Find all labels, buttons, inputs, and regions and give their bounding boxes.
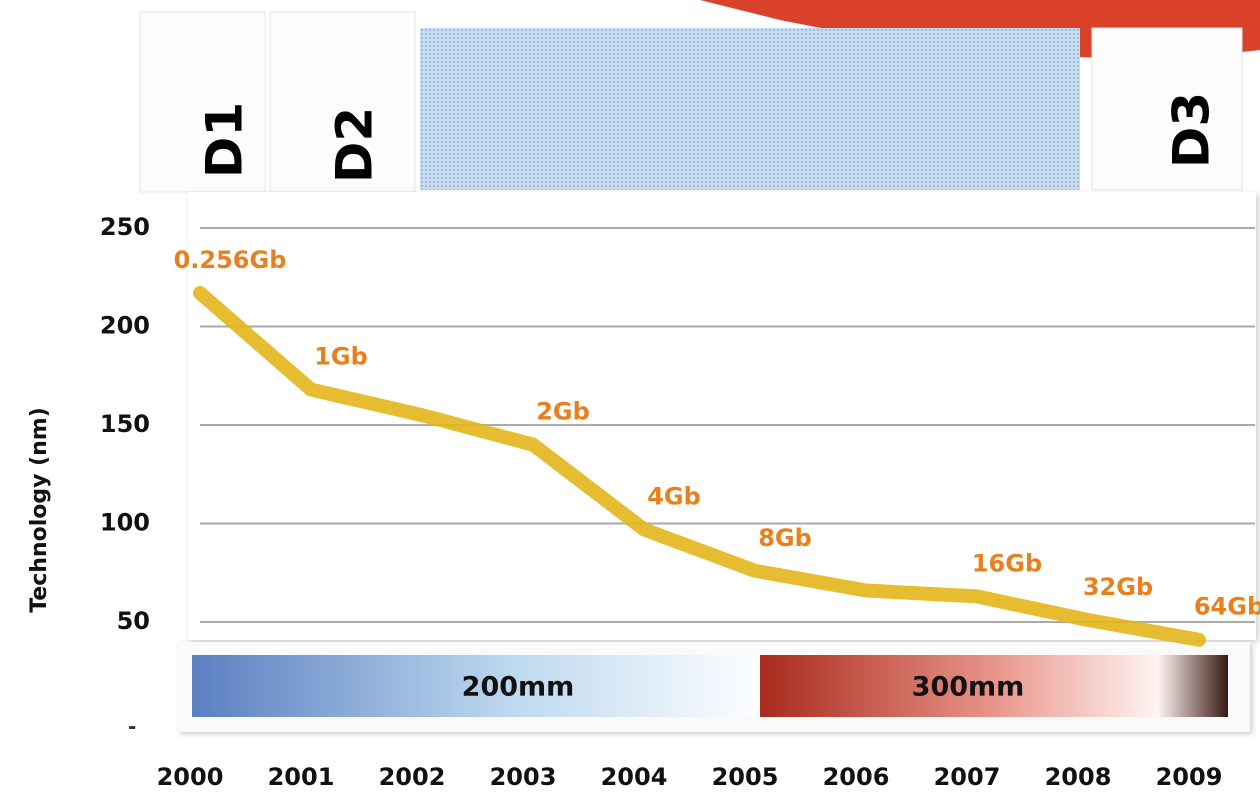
x-tick-label: 2008 (1045, 763, 1112, 791)
y-tick-label: 250 (100, 213, 150, 241)
annotation: 4Gb (647, 482, 701, 510)
phase-label: D1 (196, 102, 254, 178)
annotation: 32Gb (1083, 573, 1153, 601)
wafer-label: 200mm (462, 672, 575, 703)
annotation: 0.256Gb (174, 246, 287, 274)
annotation: 8Gb (758, 524, 812, 552)
x-tick-label: 2001 (268, 763, 335, 791)
y-tick-label: 200 (100, 312, 150, 340)
x-tick-label: 2009 (1156, 763, 1223, 791)
x-tick-label: 2007 (934, 763, 1001, 791)
wafer-label: 300mm (912, 672, 1025, 703)
y-tick-label: 100 (100, 509, 150, 537)
x-tick-label: 2003 (490, 763, 557, 791)
wafer-band (760, 655, 1228, 717)
phase-box (1091, 27, 1243, 191)
y-tick-label: 50 (117, 607, 150, 635)
tick-dash: - (128, 715, 136, 739)
x-tick-label: 2002 (379, 763, 446, 791)
phase-label: D3 (1163, 92, 1221, 168)
annotation: 16Gb (972, 549, 1042, 577)
annotation: 64Gb (1194, 593, 1260, 621)
annotation: 2Gb (536, 398, 590, 426)
phase-band (420, 28, 1080, 190)
y-tick-label: 150 (100, 410, 150, 438)
x-tick-label: 2004 (601, 763, 668, 791)
wafer-band (192, 655, 767, 717)
x-tick-label: 2000 (157, 763, 224, 791)
x-tick-label: 2006 (823, 763, 890, 791)
line (193, 286, 1206, 647)
phase-box (139, 11, 266, 193)
phase-box (269, 11, 416, 193)
x-tick-label: 2005 (712, 763, 779, 791)
y-axis-label: Technology (nm) (27, 407, 52, 613)
phase-label: D2 (326, 107, 384, 183)
annotation: 1Gb (314, 343, 368, 371)
